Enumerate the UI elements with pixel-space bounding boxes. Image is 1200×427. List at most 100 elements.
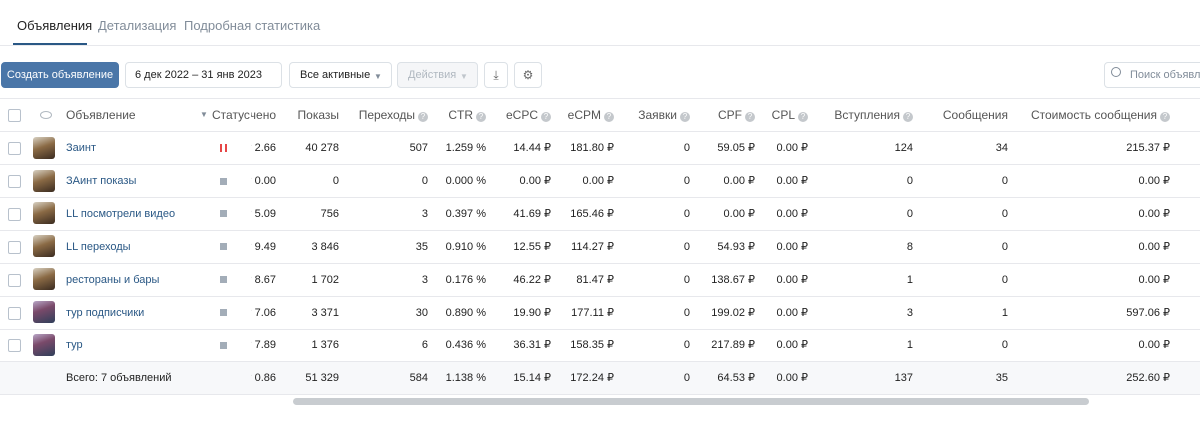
ad-thumbnail <box>33 137 55 159</box>
cell-value: 1 <box>1001 306 1008 319</box>
cell-value: 0.00 ₽ <box>776 207 808 220</box>
column-header[interactable]: Статус <box>212 108 250 122</box>
cell-value: 0.00 ₽ <box>776 273 808 286</box>
cell-value: 0 <box>1001 273 1008 286</box>
column-header[interactable]: Показы <box>297 108 339 122</box>
cell-value: 217.89 ₽ <box>711 339 755 352</box>
ad-thumbnail <box>33 268 55 290</box>
cell-value: 0.000 % <box>445 174 486 187</box>
help-icon[interactable]: ? <box>604 112 614 122</box>
cell-value: 51 329 <box>305 372 339 384</box>
help-icon[interactable]: ? <box>541 112 551 122</box>
scrollbar[interactable] <box>293 398 1089 405</box>
cell-value: 3 371 <box>311 306 339 319</box>
status-stopped <box>220 276 227 283</box>
date-range[interactable]: 6 дек 2022 – 31 янв 2023 <box>125 62 282 88</box>
checkbox[interactable] <box>8 240 21 254</box>
sort-arrow[interactable]: ▼ <box>200 110 208 119</box>
cell-value: 41.69 ₽ <box>513 207 551 220</box>
cell-value: 6 <box>421 339 428 352</box>
cell-value: 0 <box>683 372 690 384</box>
column-header[interactable]: Вступления? <box>834 99 913 132</box>
cell-value: 0.00 ₽ <box>1138 207 1170 220</box>
cell-value: 165.46 ₽ <box>570 207 614 220</box>
checkbox[interactable] <box>8 174 21 188</box>
tab[interactable]: Объявления <box>17 18 93 33</box>
cell-value: 0.00 ₽ <box>776 372 808 384</box>
cell-value: 34 <box>995 142 1008 154</box>
tab[interactable]: Детализация <box>98 18 177 33</box>
ad-thumbnail <box>33 301 55 323</box>
cell-value: 1 <box>906 273 913 286</box>
actions-dropdown[interactable]: Действия <box>397 62 478 88</box>
cell-value: 0.00 ₽ <box>776 306 808 319</box>
help-icon[interactable]: ? <box>476 112 486 122</box>
tab[interactable]: Подробная статистика <box>184 18 321 33</box>
column-header[interactable]: Заявки? <box>638 99 690 132</box>
cell-value: 0 <box>683 174 690 187</box>
cell-value: 0.00 ₽ <box>1138 339 1170 352</box>
help-icon[interactable]: ? <box>798 112 808 122</box>
filter-dropdown[interactable]: Все активные <box>289 62 392 88</box>
ad-name[interactable]: Заинт <box>66 142 97 154</box>
ad-thumbnail <box>33 170 55 192</box>
cell-value: 0 <box>421 174 428 187</box>
row-divider <box>0 164 1200 165</box>
help-icon[interactable]: ? <box>1160 112 1170 122</box>
cell-value: 0 <box>906 174 913 187</box>
column-header[interactable]: CTR? <box>448 99 486 132</box>
checkbox[interactable] <box>8 109 21 122</box>
checkbox[interactable] <box>8 306 21 320</box>
cell-value: 64.53 ₽ <box>717 372 755 384</box>
cell-value: 14.44 ₽ <box>513 142 551 154</box>
cell-value: 54.93 ₽ <box>717 240 755 253</box>
column-header[interactable]: eCPC? <box>506 99 551 132</box>
ad-name[interactable]: тур подписчики <box>66 306 145 319</box>
total-row-bg <box>0 362 1200 394</box>
column-header[interactable]: ачено <box>251 108 276 122</box>
cell-value: 181.80 ₽ <box>570 142 614 154</box>
tab-underline <box>13 43 87 45</box>
help-icon[interactable]: ? <box>680 112 690 122</box>
cell-value: 0 <box>1001 174 1008 187</box>
checkbox[interactable] <box>8 142 21 155</box>
download-button[interactable]: ⤓ <box>484 62 508 88</box>
cell-value: 0.86 ₽ <box>251 372 276 384</box>
column-header[interactable]: CPL? <box>772 99 808 132</box>
column-header[interactable]: CPF? <box>718 99 755 132</box>
cell-value: 138.67 ₽ <box>711 273 755 286</box>
ad-name[interactable]: тур <box>66 339 83 352</box>
checkbox[interactable] <box>8 273 21 287</box>
cell-value: 0.00 ₽ <box>776 240 808 253</box>
help-icon[interactable]: ? <box>418 112 428 122</box>
column-header[interactable]: Стоимость сообщения? <box>1031 99 1170 132</box>
column-header[interactable]: Переходы? <box>359 99 428 132</box>
cell-value: 0 <box>332 174 339 187</box>
cell-value: 1.259 % <box>445 142 486 154</box>
cell-value: 137 <box>894 372 913 384</box>
column-header[interactable]: Объявление <box>66 108 136 122</box>
checkbox[interactable] <box>8 339 21 353</box>
column-header[interactable]: Сообщения <box>942 108 1008 122</box>
ad-name[interactable]: LL посмотрели видео <box>66 207 176 220</box>
cell-value: 30 <box>415 306 428 319</box>
cell-value: 114.27 ₽ <box>571 240 614 253</box>
cell-value: 172.24 ₽ <box>570 372 614 384</box>
ad-name[interactable]: LL переходы <box>66 240 131 253</box>
create-button[interactable]: Создать объявление <box>1 62 119 88</box>
help-icon[interactable]: ? <box>903 112 913 122</box>
checkbox[interactable] <box>8 207 21 221</box>
status-stopped <box>220 309 227 316</box>
cell-value: 584 <box>409 372 428 384</box>
ad-thumbnail <box>33 235 55 257</box>
cell-value: 0.00 ₽ <box>582 174 614 187</box>
cell-value: 7.06 ₽ <box>251 306 276 319</box>
ad-name[interactable]: рестораны и бары <box>66 273 160 286</box>
cell-value: 0.00 ₽ <box>1138 273 1170 286</box>
cell-value: 0.00 ₽ <box>776 339 808 352</box>
cell-value: 1 <box>906 339 913 352</box>
help-icon[interactable]: ? <box>745 112 755 122</box>
ad-name[interactable]: ЗАинт показы <box>66 174 137 187</box>
column-header[interactable]: eCPM? <box>568 99 614 132</box>
settings-button[interactable]: ⚙ <box>514 62 542 88</box>
